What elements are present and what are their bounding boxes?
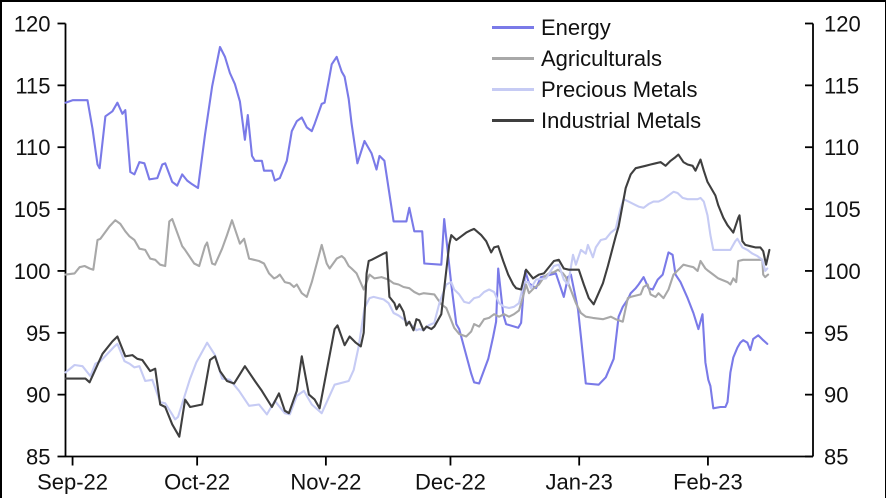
x-tick-label: Nov-22 (290, 470, 361, 495)
y-tick-label-left: 100 (14, 259, 51, 284)
series-line-energy (64, 45, 769, 410)
y-tick-label-left: 90 (26, 383, 50, 408)
y-tick-label-right: 115 (824, 73, 859, 98)
y-tick-label-left: 110 (15, 135, 50, 160)
y-tick-label-right: 120 (824, 12, 861, 37)
y-tick-label-left: 120 (14, 12, 51, 37)
y-tick-label-right: 110 (824, 135, 859, 160)
y-tick-label-right: 90 (824, 383, 848, 408)
legend-label-agriculturals: Agriculturals (541, 45, 663, 71)
industrial-metals-line-swatch-icon (492, 119, 534, 122)
y-tick-label-right: 105 (824, 197, 861, 222)
x-tick-label: Oct-22 (164, 470, 230, 495)
agriculturals-line-swatch-icon (492, 57, 534, 60)
legend-item-agriculturals: Agriculturals (492, 43, 701, 74)
y-tick-label-right: 95 (824, 321, 848, 346)
y-tick-label-right: 85 (824, 445, 848, 470)
x-tick-label: Feb-23 (673, 470, 743, 495)
legend-item-precious-metals: Precious Metals (492, 74, 701, 105)
precious-metals-line-swatch-icon (492, 88, 534, 91)
y-tick-label-right: 100 (824, 259, 861, 284)
y-tick-label-left: 95 (26, 321, 50, 346)
legend-item-industrial-metals: Industrial Metals (492, 105, 701, 136)
legend-label-energy: Energy (541, 14, 611, 40)
series-line-precious-metals (64, 190, 769, 421)
x-tick-label: Jan-23 (546, 470, 613, 495)
y-tick-label-left: 105 (14, 197, 51, 222)
series-line-agriculturals (64, 217, 770, 338)
series-line-industrial-metals (64, 153, 771, 438)
energy-line-swatch-icon (492, 26, 534, 29)
x-tick-label: Dec-22 (415, 470, 486, 495)
legend-label-precious-metals: Precious Metals (541, 76, 698, 102)
y-tick-label-left: 115 (15, 73, 50, 98)
legend-item-energy: Energy (492, 12, 701, 43)
x-tick-label: Sep-22 (37, 470, 108, 495)
legend: Energy Agriculturals Precious Metals Ind… (492, 12, 701, 136)
legend-label-industrial-metals: Industrial Metals (541, 107, 702, 133)
y-tick-label-left: 85 (26, 445, 50, 470)
